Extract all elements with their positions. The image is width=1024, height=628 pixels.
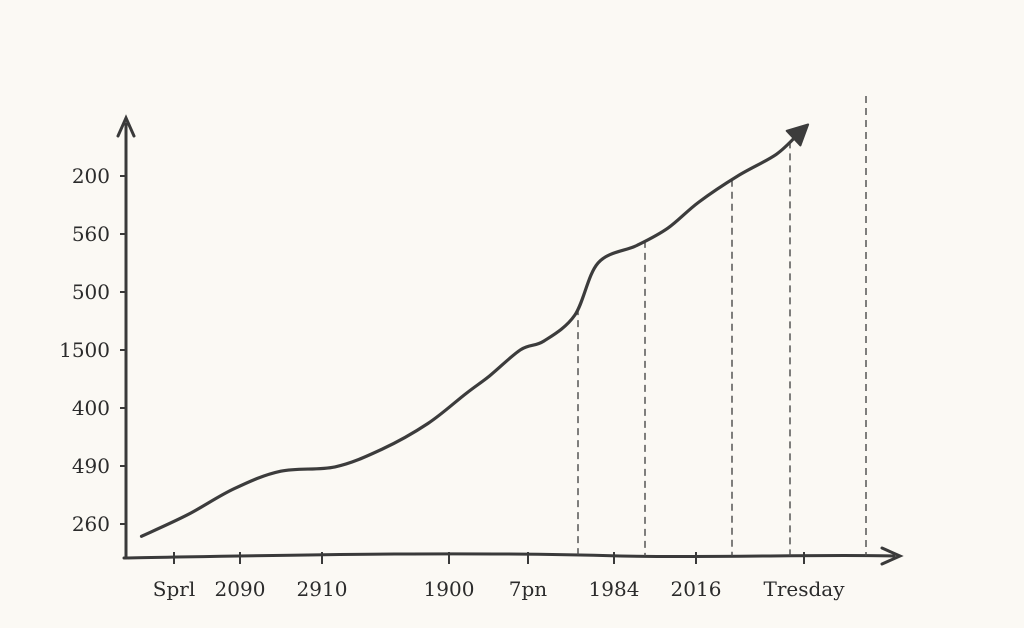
y-axis-arrowhead	[116, 114, 136, 138]
x-tick-label: 2090	[215, 577, 266, 601]
x-tick-label: 2910	[297, 577, 348, 601]
drop-lines	[577, 96, 867, 556]
y-axis-tick-labels: 200 560 500 1500 400 490 260	[59, 164, 126, 536]
x-tick-label: 1984	[589, 577, 640, 601]
chart-axes	[116, 114, 904, 566]
y-tick-label: 500	[72, 280, 110, 304]
x-tick-label: 7pn	[509, 577, 548, 601]
x-tick-label: 1900	[424, 577, 475, 601]
x-tick-label: Sprl	[153, 577, 195, 601]
series-line	[139, 131, 801, 538]
x-tick-label: 2016	[671, 577, 722, 601]
y-tick-label: 200	[72, 164, 110, 188]
line-series	[139, 123, 810, 538]
y-tick-label: 400	[72, 396, 110, 420]
series-arrowhead	[785, 123, 810, 147]
x-axis-tick-labels: Sprl 2090 2910 1900 7pn 1984 2016 Tresday	[153, 552, 845, 601]
y-tick-label: 560	[72, 222, 110, 246]
x-tick-label: Tresday	[763, 577, 845, 601]
y-tick-label: 1500	[59, 338, 110, 362]
y-tick-label: 260	[72, 512, 110, 536]
y-tick-label: 490	[72, 454, 110, 478]
x-axis-arrowhead	[880, 546, 904, 566]
x-axis	[122, 552, 896, 560]
